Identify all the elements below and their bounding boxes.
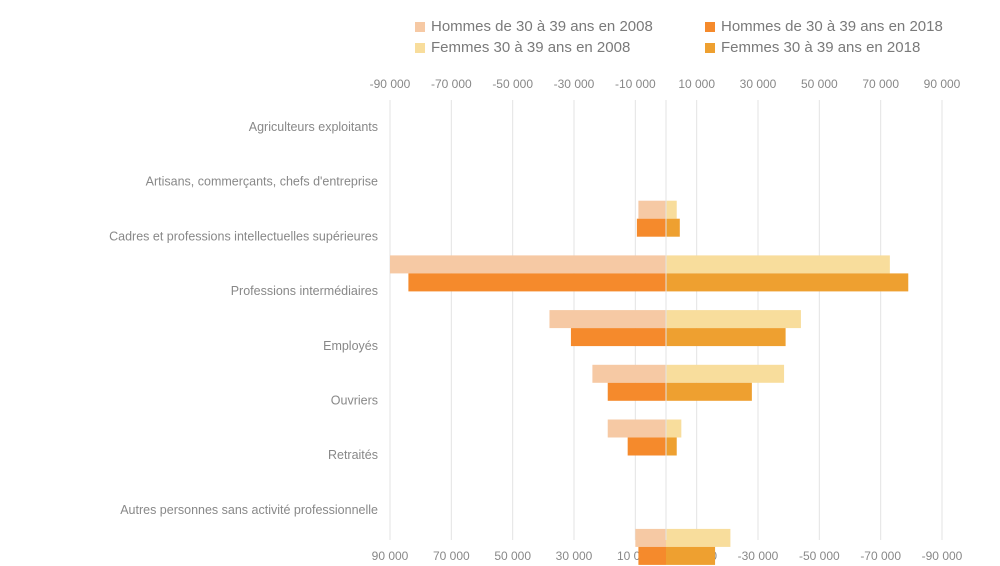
bar-femmes-2008 [666,419,682,438]
bar-femmes-2008 [666,528,731,547]
legend-label: Femmes 30 à 39 ans en 2008 [431,39,631,56]
bar-femmes-2018 [666,218,680,237]
bar-hommes-2018 [570,328,666,347]
legend-swatch [705,42,715,53]
legend-item: Hommes de 30 à 39 ans en 2018 [705,18,943,35]
category-label: Cadres et professions intellectuelles su… [109,229,378,243]
bar-hommes-2018 [638,546,666,565]
category-label: Ouvriers [331,394,378,408]
top-tick-label: -70 000 [431,77,472,91]
top-tick-label: -90 000 [370,77,411,91]
top-tick-label: 10 000 [678,77,715,91]
bar-femmes-2008 [666,255,890,274]
legend-swatch [705,21,715,32]
legend-swatch [415,42,425,53]
top-tick-label: 30 000 [740,77,777,91]
top-tick-label: -30 000 [554,77,595,91]
bar-femmes-2008 [666,364,785,383]
bottom-tick-label: 90 000 [372,549,409,563]
bar-femmes-2018 [666,546,716,565]
bottom-tick-label: -70 000 [860,549,901,563]
legend-item: Femmes 30 à 39 ans en 2018 [705,39,920,56]
category-label: Retraités [328,448,378,462]
bar-femmes-2008 [666,200,677,219]
bar-femmes-2018 [666,273,909,292]
category-label: Agriculteurs exploitants [249,120,378,134]
top-tick-label: 70 000 [862,77,899,91]
category-label: Professions intermédiaires [231,284,378,298]
bar-hommes-2018 [607,382,666,401]
bar-femmes-2018 [666,382,752,401]
bar-hommes-2008 [635,528,666,547]
bar-hommes-2008 [592,364,666,383]
bottom-tick-label: -30 000 [738,549,779,563]
bottom-tick-label: 30 000 [556,549,593,563]
bar-hommes-2008 [549,310,666,329]
bottom-tick-label: 50 000 [494,549,531,563]
bar-femmes-2018 [666,328,786,347]
category-label: Autres personnes sans activité professio… [120,503,378,517]
bottom-tick-label: -90 000 [922,549,963,563]
legend-label: Hommes de 30 à 39 ans en 2008 [431,18,653,35]
top-tick-label: 50 000 [801,77,838,91]
top-tick-label: 90 000 [924,77,961,91]
category-label: Employés [323,339,378,353]
bar-femmes-2018 [666,437,677,456]
legend-swatch [415,21,425,32]
bar-hommes-2018 [636,218,666,237]
legend-label: Hommes de 30 à 39 ans en 2018 [721,18,943,35]
legend-item: Femmes 30 à 39 ans en 2008 [415,39,630,56]
top-tick-label: -10 000 [615,77,656,91]
bottom-tick-label: -50 000 [799,549,840,563]
top-tick-label: -50 000 [492,77,533,91]
bar-hommes-2008 [390,255,666,274]
bar-femmes-2008 [666,310,801,329]
bar-hommes-2018 [627,437,666,456]
bar-hommes-2018 [408,273,666,292]
category-label: Artisans, commerçants, chefs d'entrepris… [146,175,378,189]
legend-label: Femmes 30 à 39 ans en 2018 [721,39,921,56]
legend-item: Hommes de 30 à 39 ans en 2008 [415,18,653,35]
bar-hommes-2008 [638,200,666,219]
bar-hommes-2008 [607,419,666,438]
bottom-tick-label: 70 000 [433,549,470,563]
